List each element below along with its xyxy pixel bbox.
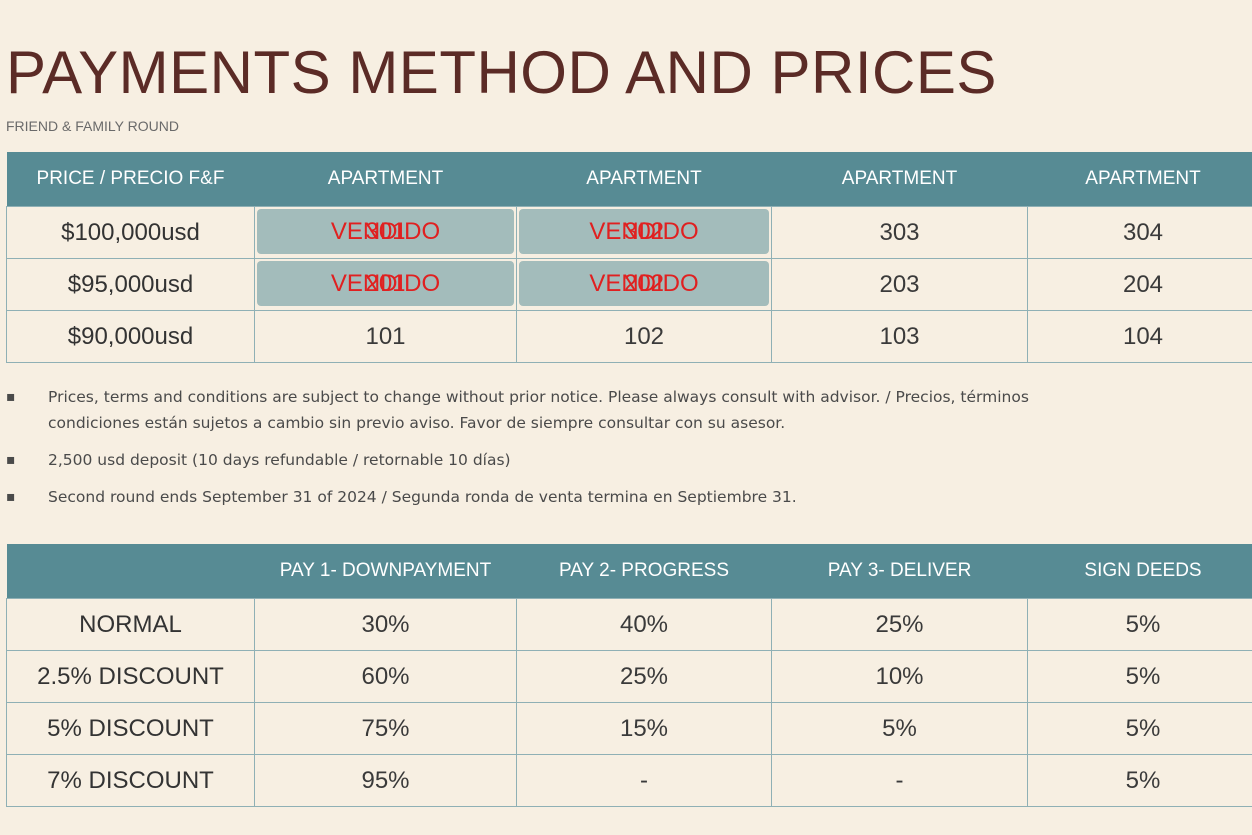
apartment-cell: 203: [771, 258, 1028, 311]
pay3-value: 10%: [771, 650, 1028, 703]
plan-label: 2.5% DISCOUNT: [6, 650, 255, 703]
apartment-number: 302: [623, 217, 665, 245]
apartment-cell-sold: 302 VENDIDO: [516, 206, 772, 259]
price-row: $100,000usd 301 VENDIDO 302 VENDIDO 303 …: [6, 206, 1252, 259]
sold-stamp: VENDIDO: [330, 217, 441, 245]
note-item: ▪ Prices, terms and conditions are subje…: [6, 384, 1252, 410]
header-pay2: PAY 2- PROGRESS: [516, 544, 772, 599]
header-pay3: PAY 3- DELIVER: [771, 544, 1028, 599]
payment-row: 7% DISCOUNT 95% - - 5%: [6, 754, 1252, 807]
apartment-cell-sold: 202 VENDIDO: [516, 258, 772, 311]
pay3-value: 5%: [771, 702, 1028, 755]
header-apartment: APARTMENT: [1027, 152, 1252, 207]
pay2-value: -: [516, 754, 772, 807]
pay1-value: 30%: [254, 598, 517, 651]
apartment-number: 201: [365, 269, 406, 297]
price-cell: $90,000usd: [6, 310, 255, 363]
note-item: ▪ Second round ends September 31 of 2024…: [6, 484, 1252, 510]
apartment-cell: 304: [1027, 206, 1252, 259]
apartment-cell: 102: [516, 310, 772, 363]
payment-row: NORMAL 30% 40% 25% 5%: [6, 598, 1252, 651]
bullet-icon: ▪: [6, 489, 16, 505]
sold-stamp: VENDIDO: [589, 217, 699, 245]
pay2-value: 15%: [516, 702, 772, 755]
page-subtitle: FRIEND & FAMILY ROUND: [6, 118, 179, 134]
sold-overlay: 202 VENDIDO: [519, 261, 769, 306]
bullet-icon: ▪: [6, 452, 16, 468]
apartment-cell-sold: 301 VENDIDO: [254, 206, 517, 259]
pay1-value: 95%: [254, 754, 517, 807]
price-row: $95,000usd 201 VENDIDO 202 VENDIDO 203 2…: [6, 258, 1252, 311]
note-text: condiciones están sujetos a cambio sin p…: [48, 414, 786, 432]
payment-table: PAY 1- DOWNPAYMENT PAY 2- PROGRESS PAY 3…: [6, 544, 1252, 807]
terms-notes: ▪ Prices, terms and conditions are subje…: [6, 384, 1252, 521]
sign-deeds-value: 5%: [1027, 598, 1252, 651]
header-blank: [6, 544, 255, 599]
plan-label: 7% DISCOUNT: [6, 754, 255, 807]
apartment-cell: 104: [1027, 310, 1252, 363]
price-cell: $95,000usd: [6, 258, 255, 311]
sold-overlay: 302 VENDIDO: [519, 209, 769, 254]
plan-label: NORMAL: [6, 598, 255, 651]
header-apartment: APARTMENT: [254, 152, 517, 207]
note-continuation: condiciones están sujetos a cambio sin p…: [6, 410, 1252, 436]
page-title: PAYMENTS METHOD AND PRICES: [6, 39, 997, 106]
note-text: Prices, terms and conditions are subject…: [48, 388, 1029, 406]
sold-stamp: VENDIDO: [330, 269, 441, 297]
pay2-value: 25%: [516, 650, 772, 703]
apartment-number: 202: [623, 269, 665, 297]
header-apartment: APARTMENT: [771, 152, 1028, 207]
header-apartment: APARTMENT: [516, 152, 772, 207]
payment-table-header-row: PAY 1- DOWNPAYMENT PAY 2- PROGRESS PAY 3…: [6, 544, 1252, 599]
price-table-header-row: PRICE / PRECIO F&F APARTMENT APARTMENT A…: [6, 152, 1252, 207]
pay3-value: 25%: [771, 598, 1028, 651]
sold-overlay: 301 VENDIDO: [257, 209, 514, 254]
pay3-value: -: [771, 754, 1028, 807]
apartment-cell: 303: [771, 206, 1028, 259]
apartment-cell: 103: [771, 310, 1028, 363]
sign-deeds-value: 5%: [1027, 650, 1252, 703]
sold-overlay: 201 VENDIDO: [257, 261, 514, 306]
pay2-value: 40%: [516, 598, 772, 651]
payment-row: 5% DISCOUNT 75% 15% 5% 5%: [6, 702, 1252, 755]
pay1-value: 75%: [254, 702, 517, 755]
apartment-number: 301: [365, 217, 406, 245]
apartment-cell: 101: [254, 310, 517, 363]
sign-deeds-value: 5%: [1027, 754, 1252, 807]
note-text: 2,500 usd deposit (10 days refundable / …: [48, 451, 511, 469]
note-text: Second round ends September 31 of 2024 /…: [48, 488, 797, 506]
plan-label: 5% DISCOUNT: [6, 702, 255, 755]
price-table: PRICE / PRECIO F&F APARTMENT APARTMENT A…: [6, 152, 1252, 363]
header-sign-deeds: SIGN DEEDS: [1027, 544, 1252, 599]
sign-deeds-value: 5%: [1027, 702, 1252, 755]
header-pay1: PAY 1- DOWNPAYMENT: [254, 544, 517, 599]
price-cell: $100,000usd: [6, 206, 255, 259]
payment-row: 2.5% DISCOUNT 60% 25% 10% 5%: [6, 650, 1252, 703]
sold-stamp: VENDIDO: [589, 269, 699, 297]
header-price: PRICE / PRECIO F&F: [6, 152, 255, 207]
apartment-cell-sold: 201 VENDIDO: [254, 258, 517, 311]
note-item: ▪ 2,500 usd deposit (10 days refundable …: [6, 447, 1252, 473]
bullet-icon: ▪: [6, 389, 16, 405]
apartment-cell: 204: [1027, 258, 1252, 311]
price-row: $90,000usd 101 102 103 104: [6, 310, 1252, 363]
pay1-value: 60%: [254, 650, 517, 703]
